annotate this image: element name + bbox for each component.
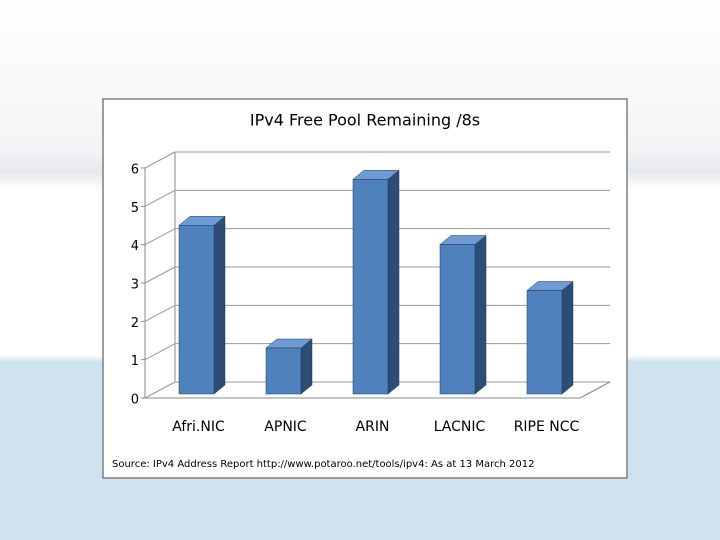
y-tick-label: 2 [131,316,139,331]
grid-line [144,151,176,169]
bar [352,179,389,395]
grid-line [144,189,176,207]
bar-side [387,169,400,395]
grid-line [144,381,176,399]
y-tick-label: 0 [131,393,139,408]
y-tick-label: 1 [131,354,139,369]
grid-line [144,343,176,361]
source-note: Source: IPv4 Address Report http://www.p… [112,459,534,470]
bar-side [213,215,226,395]
x-tick-label: APNIC [264,419,307,435]
bar [526,290,563,395]
chart-title: IPv4 Free Pool Remaining /8s [250,111,480,130]
grid-line [144,266,176,284]
grid-line [144,228,176,246]
bar [178,225,215,395]
y-tick-label: 6 [131,163,139,178]
bar-side [474,234,487,395]
y-tick-label: 3 [131,278,139,293]
axis-line [579,381,611,399]
bar [439,244,476,395]
bar-side [300,338,313,395]
x-tick-label: ARIN [356,419,390,435]
y-tick-label: 5 [131,201,139,216]
x-tick-label: LACNIC [434,419,486,435]
bar-side [561,280,574,395]
grid-line [144,304,176,322]
x-tick-label: RIPE NCC [514,419,580,435]
x-tick-label: Afri.NIC [172,419,225,435]
bar [265,347,302,395]
y-tick-label: 4 [131,239,139,254]
